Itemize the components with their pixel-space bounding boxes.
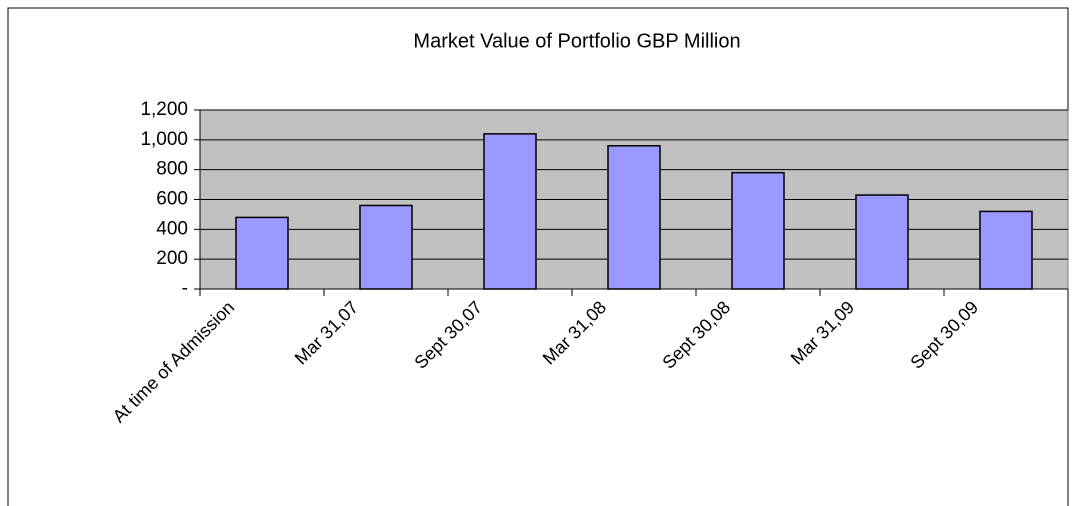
bar — [483, 133, 537, 290]
y-tick-label: 600 — [156, 189, 188, 210]
bar — [235, 216, 289, 290]
y-tick-label: 1,200 — [140, 99, 188, 120]
y-tick-label: 400 — [156, 218, 188, 239]
bar — [359, 204, 413, 290]
chart-title: Market Value of Portfolio GBP Million — [413, 30, 740, 52]
y-tick-label: 800 — [156, 159, 188, 180]
bar — [607, 145, 661, 290]
bar — [731, 171, 785, 290]
bar — [979, 210, 1033, 290]
y-tick-label: 1,000 — [140, 129, 188, 150]
bar — [855, 194, 909, 290]
y-tick-label: - — [182, 278, 188, 299]
y-tick-label: 200 — [156, 248, 188, 269]
